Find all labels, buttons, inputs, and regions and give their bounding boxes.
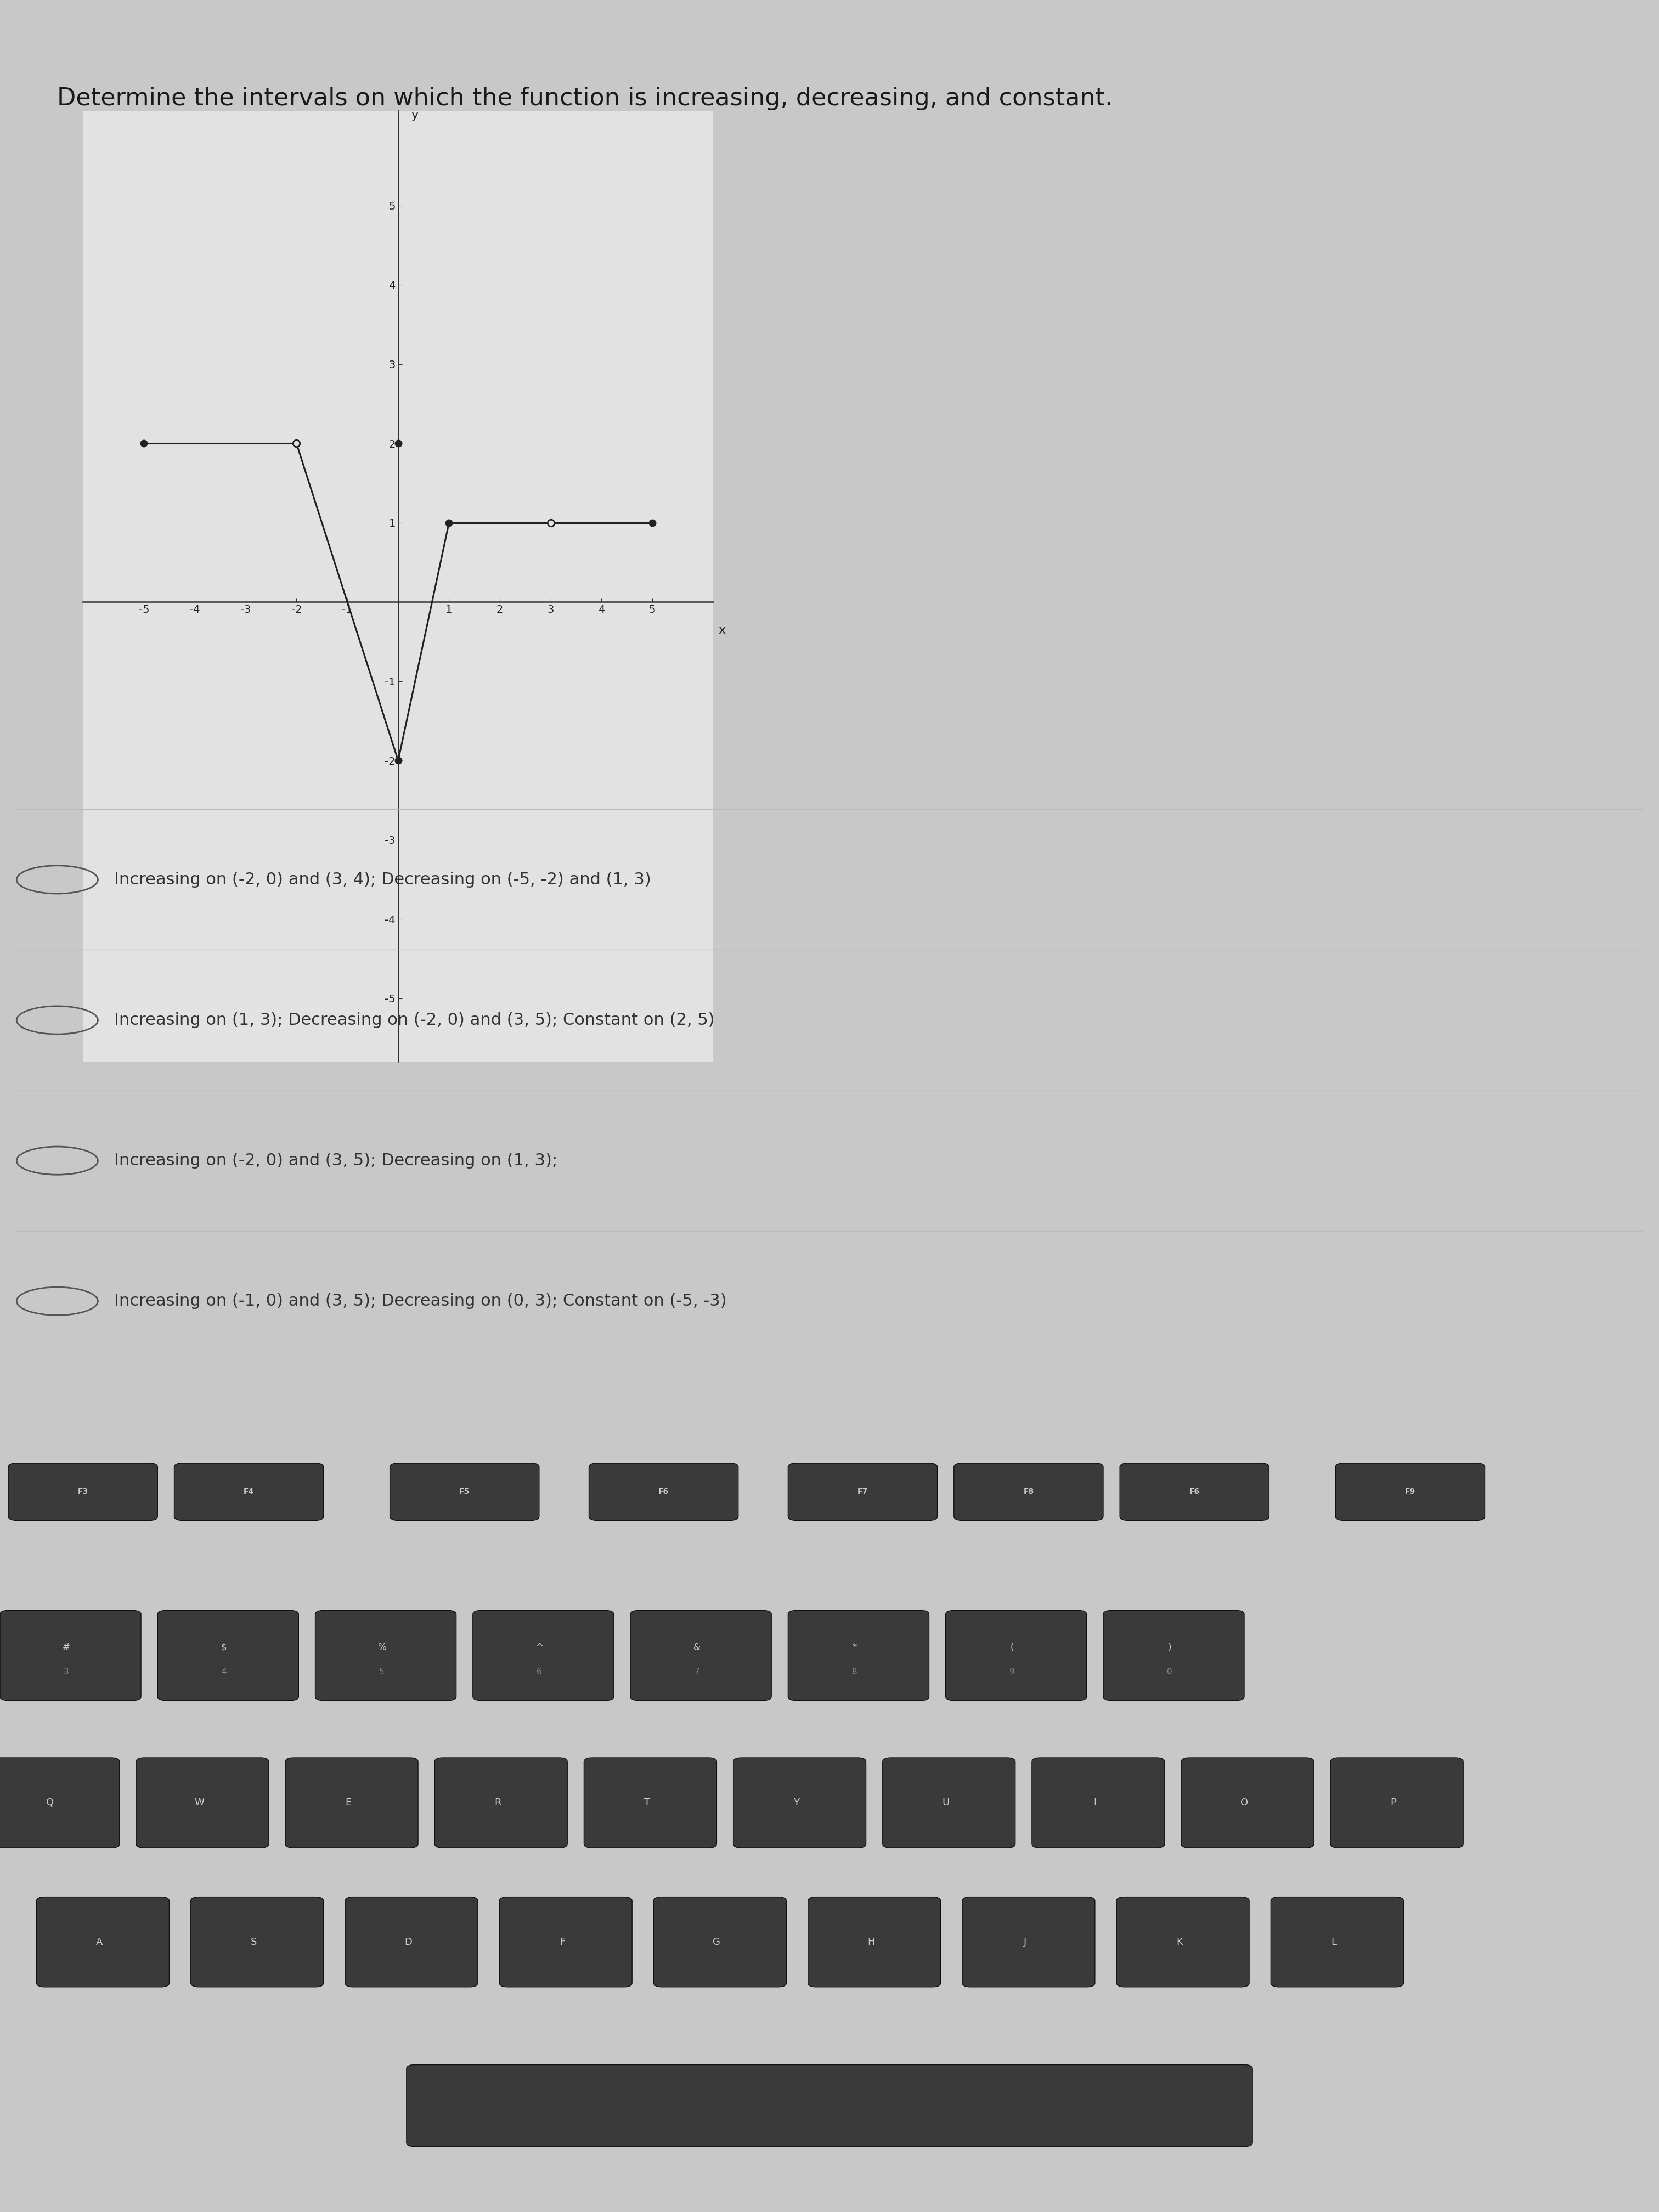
FancyBboxPatch shape (1103, 1610, 1244, 1701)
Text: F6: F6 (659, 1489, 669, 1495)
FancyBboxPatch shape (1120, 1462, 1269, 1520)
FancyBboxPatch shape (788, 1610, 929, 1701)
Text: G: G (713, 1938, 720, 1947)
Text: P: P (1390, 1798, 1397, 1807)
FancyBboxPatch shape (1331, 1759, 1463, 1847)
Text: W: W (194, 1798, 204, 1807)
Text: L: L (1331, 1938, 1337, 1947)
FancyBboxPatch shape (406, 2064, 1253, 2146)
FancyBboxPatch shape (733, 1759, 866, 1847)
FancyBboxPatch shape (946, 1610, 1087, 1701)
Text: #: # (63, 1641, 70, 1652)
Text: F7: F7 (858, 1489, 868, 1495)
Text: x: x (718, 626, 725, 635)
FancyBboxPatch shape (954, 1462, 1103, 1520)
Text: F8: F8 (1024, 1489, 1034, 1495)
FancyBboxPatch shape (285, 1759, 418, 1847)
FancyBboxPatch shape (136, 1759, 269, 1847)
Text: 4: 4 (221, 1668, 227, 1677)
Text: F6: F6 (1190, 1489, 1199, 1495)
FancyBboxPatch shape (0, 1610, 141, 1701)
Text: O: O (1241, 1798, 1248, 1807)
Text: Y: Y (793, 1798, 800, 1807)
FancyBboxPatch shape (883, 1759, 1015, 1847)
Text: *: * (853, 1641, 856, 1652)
FancyBboxPatch shape (499, 1898, 632, 1986)
Text: F3: F3 (78, 1489, 88, 1495)
Text: %: % (377, 1641, 387, 1652)
FancyBboxPatch shape (589, 1462, 738, 1520)
FancyBboxPatch shape (584, 1759, 717, 1847)
FancyBboxPatch shape (8, 1462, 158, 1520)
Text: R: R (494, 1798, 501, 1807)
Text: Increasing on (-2, 0) and (3, 4); Decreasing on (-5, -2) and (1, 3): Increasing on (-2, 0) and (3, 4); Decrea… (114, 872, 650, 887)
Text: F9: F9 (1405, 1489, 1415, 1495)
Text: $: $ (221, 1641, 227, 1652)
Text: T: T (644, 1798, 650, 1807)
FancyBboxPatch shape (435, 1759, 567, 1847)
FancyBboxPatch shape (1271, 1898, 1404, 1986)
Text: E: E (345, 1798, 352, 1807)
Text: D: D (405, 1938, 411, 1947)
Text: &: & (693, 1641, 700, 1652)
Text: 5: 5 (378, 1668, 385, 1677)
Text: J: J (1024, 1938, 1027, 1947)
FancyBboxPatch shape (788, 1462, 937, 1520)
Text: Increasing on (-1, 0) and (3, 5); Decreasing on (0, 3); Constant on (-5, -3): Increasing on (-1, 0) and (3, 5); Decrea… (114, 1294, 727, 1310)
Text: 8: 8 (851, 1668, 858, 1677)
Text: 0: 0 (1166, 1668, 1173, 1677)
Text: 3: 3 (63, 1668, 70, 1677)
FancyBboxPatch shape (1335, 1462, 1485, 1520)
Text: F5: F5 (460, 1489, 469, 1495)
Text: y: y (411, 111, 418, 122)
FancyBboxPatch shape (345, 1898, 478, 1986)
FancyBboxPatch shape (191, 1898, 324, 1986)
Text: 6: 6 (536, 1668, 542, 1677)
Text: U: U (942, 1798, 949, 1807)
Text: 9: 9 (1009, 1668, 1015, 1677)
FancyBboxPatch shape (808, 1898, 941, 1986)
Text: ): ) (1168, 1641, 1171, 1652)
Text: 7: 7 (693, 1668, 700, 1677)
Text: I: I (1093, 1798, 1097, 1807)
Text: Q: Q (46, 1798, 53, 1807)
FancyBboxPatch shape (158, 1610, 299, 1701)
FancyBboxPatch shape (1181, 1759, 1314, 1847)
FancyBboxPatch shape (174, 1462, 324, 1520)
FancyBboxPatch shape (630, 1610, 771, 1701)
Text: (: ( (1010, 1641, 1014, 1652)
Text: ^: ^ (536, 1641, 542, 1652)
Text: H: H (868, 1938, 874, 1947)
FancyBboxPatch shape (36, 1898, 169, 1986)
Text: S: S (251, 1938, 257, 1947)
FancyBboxPatch shape (473, 1610, 614, 1701)
Text: K: K (1176, 1938, 1183, 1947)
FancyBboxPatch shape (390, 1462, 539, 1520)
FancyBboxPatch shape (962, 1898, 1095, 1986)
Text: A: A (96, 1938, 103, 1947)
FancyBboxPatch shape (1032, 1759, 1165, 1847)
Text: F: F (559, 1938, 566, 1947)
Text: Determine the intervals on which the function is increasing, decreasing, and con: Determine the intervals on which the fun… (56, 86, 1113, 111)
Text: F4: F4 (244, 1489, 254, 1495)
FancyBboxPatch shape (1117, 1898, 1249, 1986)
FancyBboxPatch shape (0, 1759, 119, 1847)
FancyBboxPatch shape (654, 1898, 786, 1986)
FancyBboxPatch shape (315, 1610, 456, 1701)
Text: Increasing on (1, 3); Decreasing on (-2, 0) and (3, 5); Constant on (2, 5): Increasing on (1, 3); Decreasing on (-2,… (114, 1013, 715, 1029)
Text: Increasing on (-2, 0) and (3, 5); Decreasing on (1, 3);: Increasing on (-2, 0) and (3, 5); Decrea… (114, 1152, 562, 1168)
